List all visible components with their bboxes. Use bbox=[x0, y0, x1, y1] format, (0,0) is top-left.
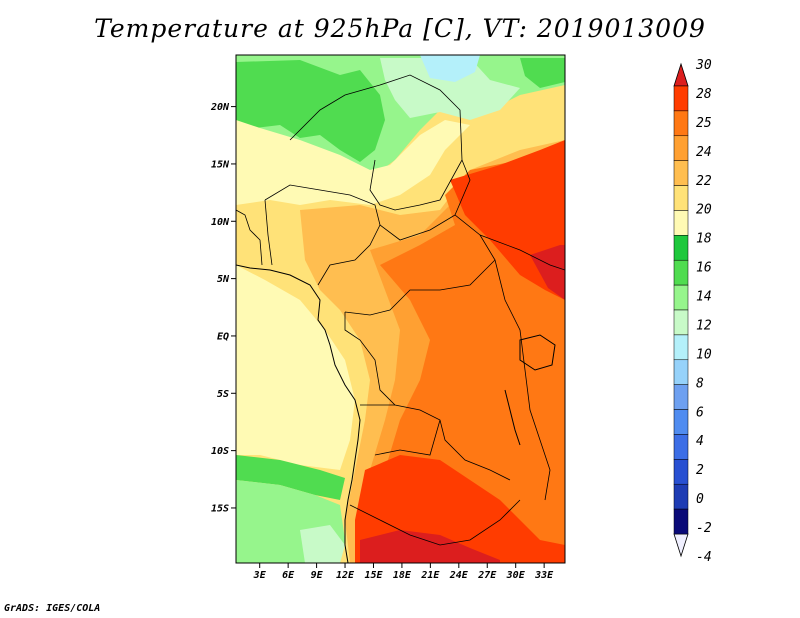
lon-tick-label: 15E bbox=[364, 570, 383, 581]
colorbar-label: 24 bbox=[696, 145, 712, 160]
field-sahel-pale bbox=[236, 120, 470, 205]
colorbar-swatch bbox=[673, 459, 689, 485]
colorbar-label: 16 bbox=[696, 261, 712, 276]
latitude-axis: 20N 15N 10N 5N EQ 5S 10S 15S bbox=[210, 102, 236, 514]
country-borders bbox=[236, 74, 565, 563]
border-angola bbox=[349, 404, 521, 546]
colorbar-swatch bbox=[673, 409, 689, 435]
lon-tick-label: 6E bbox=[282, 570, 295, 581]
field-north-cyan bbox=[420, 55, 480, 82]
colorbar-label: 14 bbox=[696, 290, 712, 305]
border-sudan bbox=[454, 159, 565, 271]
lat-tick-label: 10N bbox=[211, 217, 230, 228]
colorbar-label: -2 bbox=[696, 521, 712, 536]
colorbar-swatch bbox=[673, 235, 689, 261]
colorbar-swatch bbox=[673, 110, 689, 137]
field-east-30 bbox=[530, 245, 565, 300]
field-southwest-pale bbox=[300, 525, 345, 563]
colorbar-top-triangle bbox=[673, 62, 689, 87]
colorbar-swatch bbox=[673, 434, 689, 460]
colorbar-swatch bbox=[673, 359, 689, 385]
field-north-lightgreen bbox=[380, 58, 520, 120]
colorbar-swatch bbox=[673, 160, 689, 186]
colorbar-swatch bbox=[673, 334, 689, 361]
colorbar-label: 20 bbox=[696, 203, 712, 218]
border-car bbox=[344, 214, 496, 316]
border-sahara bbox=[289, 74, 463, 161]
colorbar-label: 2 bbox=[696, 463, 704, 478]
colorbar-label: 25 bbox=[696, 116, 712, 131]
border-chad bbox=[369, 159, 463, 211]
lon-tick-label: 9E bbox=[311, 570, 324, 581]
colorbar-label: 4 bbox=[696, 434, 704, 449]
colorbar-swatch bbox=[673, 135, 689, 161]
coastline bbox=[236, 264, 361, 563]
colorbar-bottom-triangle bbox=[673, 533, 689, 558]
lat-tick-label: 15N bbox=[211, 159, 230, 170]
lat-tick-label: 5S bbox=[217, 389, 229, 400]
colorbar-swatch bbox=[673, 210, 689, 236]
colorbar-swatch bbox=[673, 259, 689, 286]
colorbar-swatch bbox=[673, 85, 689, 112]
colorbar-label: 0 bbox=[696, 492, 704, 507]
field-southwest-green bbox=[236, 455, 345, 500]
temperature-field bbox=[236, 55, 565, 563]
lake-victoria bbox=[519, 334, 556, 371]
border-west bbox=[236, 199, 273, 266]
longitude-axis: 3E 6E 9E 12E 15E 18E 21E 24E 27E 30E 33E bbox=[253, 563, 554, 581]
colorbar-label: 8 bbox=[696, 376, 704, 391]
lat-tick-label: 10S bbox=[211, 446, 229, 457]
lon-tick-label: 12E bbox=[336, 570, 355, 581]
field-northeast-green bbox=[520, 58, 565, 88]
plot-frame bbox=[235, 54, 566, 564]
lat-tick-label: 15S bbox=[211, 503, 229, 514]
colorbar-swatch bbox=[673, 508, 689, 535]
grads-credit: GrADS: IGES/COLA bbox=[4, 603, 101, 614]
lon-tick-label: 30E bbox=[506, 570, 526, 581]
colorbar-swatch bbox=[673, 284, 689, 311]
colorbar-label: 12 bbox=[696, 318, 712, 333]
colorbar-label: 10 bbox=[696, 347, 712, 362]
border-drc-east bbox=[494, 259, 551, 501]
colorbar-swatch bbox=[673, 483, 689, 510]
lat-tick-label: 5N bbox=[217, 274, 230, 285]
lon-tick-label: 18E bbox=[393, 570, 412, 581]
field-south-30 bbox=[360, 530, 500, 563]
field-north-darkgreen bbox=[236, 60, 385, 162]
lat-tick-label: 20N bbox=[210, 102, 230, 113]
field-coast-pale bbox=[236, 265, 355, 470]
border-nigeria bbox=[264, 184, 381, 286]
colorbar-label: 30 bbox=[695, 58, 712, 73]
lon-tick-label: 24E bbox=[449, 570, 469, 581]
lon-tick-label: 21E bbox=[420, 570, 440, 581]
colorbar-label: 18 bbox=[696, 232, 712, 247]
lat-tick-label: EQ bbox=[217, 331, 229, 342]
lon-tick-label: 33E bbox=[534, 570, 554, 581]
lon-tick-label: 27E bbox=[477, 570, 497, 581]
colorbar-label: 22 bbox=[696, 174, 712, 189]
colorbar-swatch bbox=[673, 185, 689, 211]
border-congo bbox=[344, 312, 511, 481]
colorbar-label: 6 bbox=[696, 405, 704, 420]
map-title: Temperature at 925hPa [C], VT: 201901300… bbox=[94, 14, 706, 43]
colorbar-label: 28 bbox=[696, 87, 712, 102]
colorbar-label: -4 bbox=[696, 550, 712, 565]
colorbar-swatch bbox=[673, 309, 689, 336]
lon-tick-label: 3E bbox=[253, 570, 267, 581]
colorbar-swatch bbox=[673, 384, 689, 410]
lake-tanganyika bbox=[504, 389, 521, 446]
